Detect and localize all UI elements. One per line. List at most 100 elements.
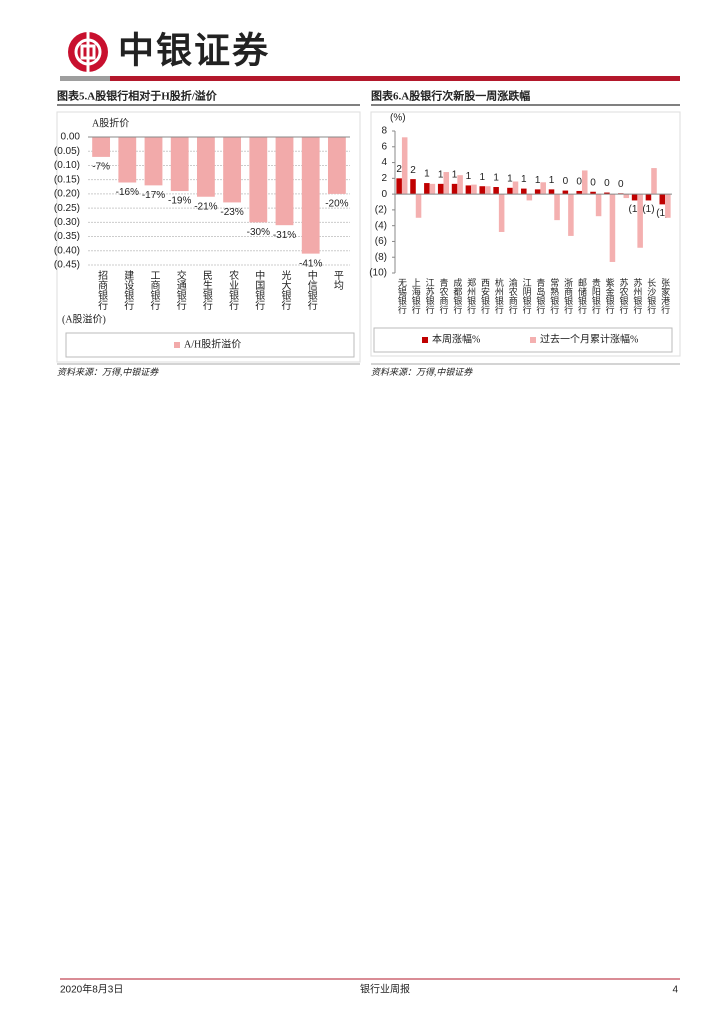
x-tick-label: 苏农银行 <box>619 277 629 315</box>
x-tick-label: 交通银行 <box>174 269 186 311</box>
chart-frame <box>56 111 361 363</box>
bar <box>623 194 630 199</box>
x-tick-label: 光大银行 <box>279 269 291 311</box>
y-unit: (%) <box>390 113 406 124</box>
x-tick-label: 贵阳银行 <box>591 277 601 315</box>
value-label: 2 <box>396 164 402 175</box>
x-tick-label: 杭州银行 <box>494 277 504 315</box>
legend-frame <box>373 327 673 353</box>
bar <box>604 192 610 195</box>
x-tick-label: 郑州银行 <box>466 277 476 315</box>
bar <box>659 194 666 205</box>
x-tick-label: 无锡银行 <box>397 278 407 315</box>
bar <box>540 182 546 195</box>
footer-date: 2020年8月3日 <box>60 983 123 996</box>
value-label: 1 <box>521 174 527 185</box>
value-label: 0 <box>604 178 610 189</box>
y-tick-label: (4) <box>375 220 387 231</box>
bar <box>534 189 541 195</box>
value-label: -21% <box>194 201 217 212</box>
value-label: 1 <box>493 173 499 184</box>
value-label: 1 <box>438 169 444 180</box>
x-tick-label: 农业银行 <box>227 269 239 311</box>
bar <box>595 194 602 217</box>
value-label: -7% <box>92 162 110 173</box>
y-tick-label: 8 <box>381 126 387 137</box>
bar <box>424 183 430 195</box>
x-tick-label: 民生银行 <box>200 270 212 311</box>
x-tick-label: 江苏银行 <box>425 278 435 315</box>
legend-swatch <box>422 337 428 343</box>
y-tick-label: 0 <box>381 189 387 200</box>
bar <box>301 137 320 254</box>
bar <box>443 172 450 195</box>
y-label-bottom: (A股溢价) <box>62 312 106 325</box>
chart-title: 图表5.A股银行相对于H股折/溢价 <box>57 89 218 103</box>
bar <box>631 194 638 201</box>
bar <box>437 183 444 195</box>
bar <box>507 187 513 195</box>
value-label: 1 <box>452 169 458 180</box>
x-tick-label: 长沙银行 <box>646 277 656 315</box>
bar <box>144 137 163 186</box>
bar <box>457 175 463 195</box>
header-rule-gray <box>60 76 110 81</box>
x-tick-label: 上海银行 <box>411 278 421 315</box>
y-tick-label: 4 <box>381 157 387 168</box>
y-tick-label: 0.00 <box>61 132 81 143</box>
value-label: 1 <box>507 173 513 184</box>
bar <box>396 178 402 195</box>
value-label: 1 <box>424 169 430 180</box>
bar <box>498 194 505 232</box>
legend-label: 过去一个月累计涨幅% <box>540 332 638 345</box>
footer-report: 银行业周报 <box>360 982 410 995</box>
y-tick-label: (0.25) <box>54 203 80 214</box>
legend-label: 本周涨幅% <box>432 332 480 345</box>
bar <box>485 186 491 195</box>
y-tick-label: (0.15) <box>54 174 80 185</box>
x-tick-label: 紫金银行 <box>605 278 615 315</box>
source: 资料来源：万得,中银证券 <box>57 367 159 377</box>
chart-title: 图表6.A股银行次新股一周涨跌幅 <box>371 89 530 103</box>
x-tick-label: 张家港行 <box>660 278 670 315</box>
y-tick-label: (6) <box>375 236 387 247</box>
value-label: -41% <box>299 258 322 269</box>
bar <box>249 137 268 223</box>
bar <box>451 183 458 195</box>
value-label: -23% <box>220 207 243 218</box>
y-tick-label: 2 <box>381 173 387 184</box>
bar <box>665 194 671 218</box>
bar <box>521 188 527 195</box>
y-tick-label: 6 <box>381 141 387 152</box>
bar <box>590 191 596 195</box>
bar <box>118 137 137 183</box>
value-label: -16% <box>116 187 139 198</box>
x-tick-label: 渝农商行 <box>508 277 518 315</box>
y-tick-label: (0.05) <box>54 146 80 157</box>
bar <box>327 137 346 194</box>
bar <box>401 137 408 195</box>
header-rule <box>110 76 680 81</box>
bar <box>471 184 477 195</box>
legend-swatch <box>530 337 536 343</box>
value-label: 0 <box>618 179 624 190</box>
value-label: -17% <box>142 190 165 201</box>
x-tick-label: 江阴银行 <box>522 278 532 315</box>
bar <box>645 194 652 201</box>
y-tick-label: (0.35) <box>54 231 80 242</box>
bar <box>562 190 569 195</box>
y-tick-label: (8) <box>375 252 387 263</box>
x-tick-label: 工商银行 <box>148 270 160 311</box>
x-tick-label: 青农商行 <box>438 277 448 315</box>
value-label: 2 <box>410 165 416 176</box>
bar <box>512 181 519 195</box>
value-label: (1) <box>642 204 654 215</box>
bar <box>576 190 582 195</box>
value-label: (1) <box>628 204 640 215</box>
x-tick-label: 浙商银行 <box>563 277 573 315</box>
value-label: 0 <box>563 176 569 187</box>
bar <box>415 194 422 218</box>
x-tick-label: 中信银行 <box>305 269 317 311</box>
